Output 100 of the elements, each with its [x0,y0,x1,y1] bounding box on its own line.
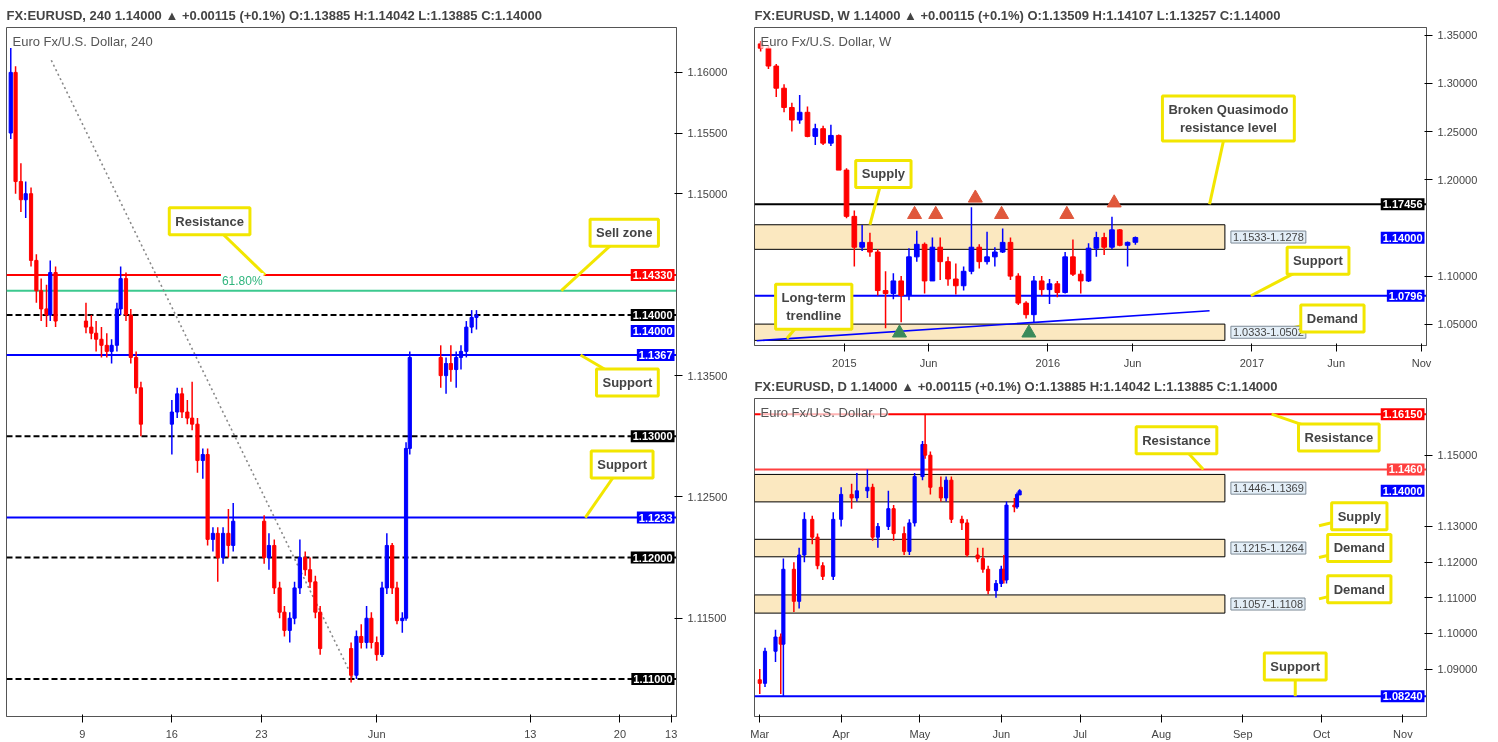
point [1106,194,1122,208]
y-tick-label: 1.30000 [1437,77,1478,90]
candlestick [886,490,891,531]
candlestick [1015,272,1022,306]
y-tick-label: 1.15000 [1437,449,1478,462]
band-label: 1.1215-1.1264 [1232,542,1304,555]
chart-title: FX:EURUSD, D 1.14000 ▲ +0.00115 (+0.1%) O:1.13885 H:1.14042 L:1.13885 C:1.14000 [754,378,1278,394]
candlestick [773,629,778,663]
candlestick [1124,240,1131,268]
ref-line-label: 1.14330 [632,268,673,281]
x-tick-label: Nov [1393,727,1414,740]
annotation: 1.14000 [632,324,673,337]
x-tick-label: 2015 [832,356,857,369]
y-tick-label: 1.12500 [687,490,728,503]
annotation: Support [1293,253,1344,269]
y-tick-label: 1.13000 [1437,520,1478,533]
y-tick-label: 1.09000 [1437,663,1478,676]
x-tick-label: Jun [1123,356,1142,369]
x-tick-label: 20 [613,727,627,740]
y-tick-label: 1.13500 [687,369,728,382]
candlestick [364,605,369,650]
band-label: 1.1446-1.1369 [1232,482,1304,495]
annotation: 1.14000 [1382,484,1423,497]
annotation: Demand [1306,310,1359,326]
candlestick [1077,269,1084,295]
x-tick-label: Sep [1232,727,1253,740]
annotation: 61.80% [221,274,263,289]
candlestick [438,344,443,389]
candlestick [796,94,803,125]
band-label: 1.1533-1.1278 [1232,231,1304,244]
ref-line-label: 1.11000 [633,672,673,685]
y-tick-label: 1.15000 [687,187,728,200]
y-tick-label: 1.15500 [687,127,728,140]
chart-title: FX:EURUSD, 240 1.14000 ▲ +0.00115 (+0.1%) O:1.13885 H:1.14042 L:1.13885 C:1.14000 [6,7,542,23]
ref-line-label: 1.1367 [638,349,673,362]
annotation: Broken Quasimodo resistance level [1168,101,1289,135]
text: Euro Fx/U.S. Dollar, 240 [12,33,153,49]
ref-line-label: 1.08240 [1382,690,1423,703]
x-tick-label: Apr [832,727,851,740]
point [892,324,907,338]
x-tick-label: 13 [524,727,537,740]
annotation: Resistance [1142,432,1211,448]
candlestick [226,508,231,559]
y-tick-label: 1.16000 [687,66,728,79]
ref-line-label: 1.1233 [638,511,673,524]
x-tick-label: Jun [992,727,1011,740]
ref-line-label: 1.1460 [1388,463,1423,476]
point [907,205,923,219]
x-tick-label: May [909,727,931,740]
y-tick-label: 1.25000 [1437,125,1478,138]
x-tick-label: 16 [165,727,178,740]
point [1059,205,1075,219]
x-tick-label: Jun [1327,356,1346,369]
x-tick-label: 23 [255,727,268,740]
point [967,189,983,203]
x-tick-label: 9 [79,727,86,740]
x-tick-label: Nov [1411,356,1432,369]
candlestick [354,629,359,680]
x-tick-label: Jun [919,356,938,369]
y-tick-label: 1.10000 [1437,627,1478,640]
annotation: Supply [861,166,906,182]
y-tick-label: 1.10000 [1437,270,1478,283]
candlestick [949,475,954,524]
ref-line-label: 1.0796 [1388,289,1423,302]
x-tick-label: Jun [367,727,386,740]
candlestick [849,482,854,510]
annotation: Support [602,375,653,391]
annotation: Demand [1333,581,1385,597]
annotation: Support [597,457,648,473]
ref-line-label: 1.14000 [632,308,673,321]
x-tick-label: Jul [1072,727,1088,740]
y-tick-label: 1.20000 [1437,173,1478,186]
candlestick [812,123,819,146]
annotation: Demand [1333,540,1385,556]
annotation: 1.14000 [1382,231,1423,244]
ref-line-label: 1.17456 [1382,198,1423,211]
annotation: Supply [1337,508,1382,524]
candlestick [205,447,210,547]
y-tick-label: 1.35000 [1437,29,1478,42]
ref-line-label: 1.12000 [632,551,673,564]
point [1021,324,1037,338]
candlestick [23,180,28,219]
y-tick-label: 1.11000 [1437,591,1477,604]
candlestick [891,504,896,542]
annotation: Sell zone [596,225,653,241]
x-tick-label: 13 [665,727,678,740]
point [994,205,1010,219]
annotation: Resistance [1304,429,1374,445]
point [928,205,944,219]
x-tick-label: Oct [1312,727,1331,740]
annotation: Long-term trendline [781,290,846,324]
ref-line-label: 1.16150 [1382,408,1423,421]
text: Euro Fx/U.S. Dollar, D [760,404,889,420]
candlestick [870,482,875,542]
x-tick-label: Aug [1151,727,1172,740]
candlestick [1038,275,1045,297]
candlestick [1093,231,1100,258]
y-tick-label: 1.11500 [687,612,727,625]
chart-title: FX:EURUSD, W 1.14000 ▲ +0.00115 (+0.1%) O:1.13509 H:1.14107 L:1.13257 C:1.14000 [754,7,1281,23]
x-tick-label: Mar [750,727,770,740]
